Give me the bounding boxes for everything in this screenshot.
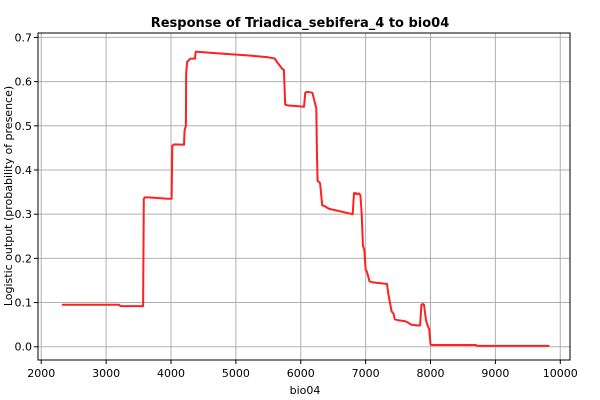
y-axis: 0.0 0.1 0.2 0.3 0.4 0.5 0.6 0.7 xyxy=(15,31,38,354)
x-tick-label: 9000 xyxy=(481,367,509,380)
x-tick-label: 2000 xyxy=(27,367,55,380)
y-tick-label: 0.4 xyxy=(15,164,33,177)
grid xyxy=(38,33,570,360)
y-tick-label: 0.5 xyxy=(15,120,33,133)
chart-title: Response of Triadica_sebifera_4 to bio04 xyxy=(151,16,450,31)
y-tick-label: 0.0 xyxy=(15,341,33,354)
x-tick-label: 8000 xyxy=(417,367,445,380)
y-tick-label: 0.1 xyxy=(15,297,33,310)
plot-series xyxy=(61,50,550,347)
x-tick-label: 6000 xyxy=(287,367,315,380)
y-axis-label: Logistic output (probability of presence… xyxy=(2,86,15,306)
x-axis: 2000 3000 4000 5000 6000 7000 8000 9000 10000 xyxy=(27,360,578,380)
y-tick-label: 0.6 xyxy=(15,76,33,89)
response-line xyxy=(61,50,550,347)
x-tick-label: 5000 xyxy=(222,367,250,380)
x-tick-label: 7000 xyxy=(352,367,380,380)
x-axis-label: bio04 xyxy=(290,384,321,397)
x-tick-label: 10000 xyxy=(543,367,578,380)
y-tick-label: 0.7 xyxy=(15,31,33,44)
plot-frame xyxy=(37,32,571,361)
x-tick-label: 3000 xyxy=(92,367,120,380)
x-tick-label: 4000 xyxy=(157,367,185,380)
y-tick-label: 0.2 xyxy=(15,252,33,265)
y-tick-label: 0.3 xyxy=(15,208,33,221)
